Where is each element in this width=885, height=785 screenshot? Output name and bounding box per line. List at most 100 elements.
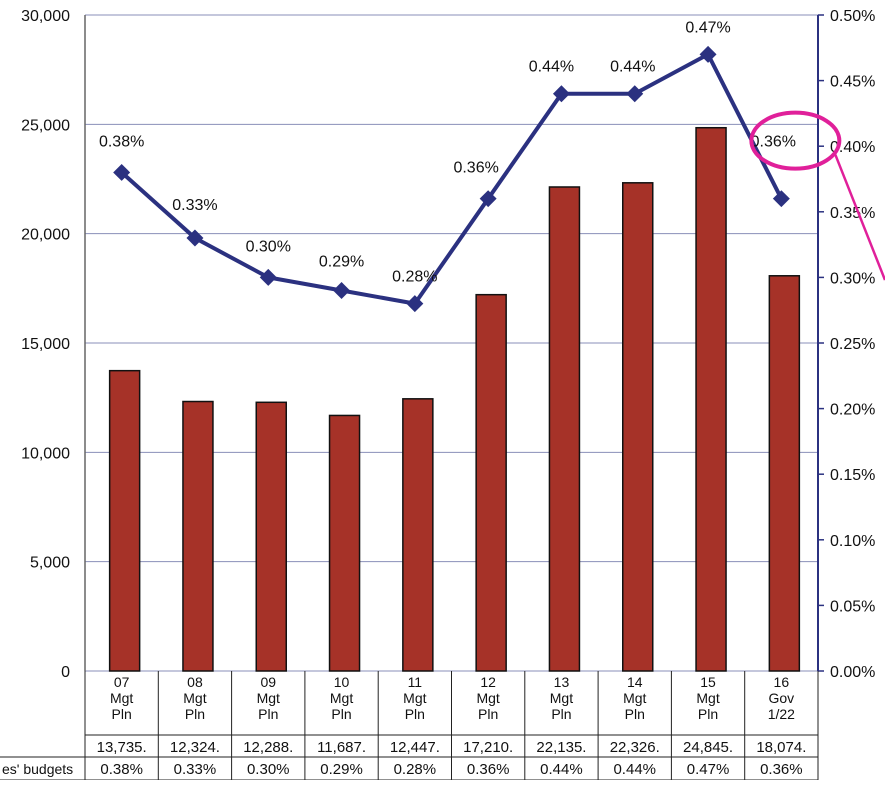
table-cell: 12,288. — [243, 739, 293, 756]
category-label: Pln — [698, 706, 718, 722]
y-left-tick-label: 0 — [61, 664, 70, 681]
table-cell: 22,326. — [610, 739, 660, 756]
category-label: Pln — [625, 706, 645, 722]
table-cell: 24,845. — [683, 739, 733, 756]
table-cell: 0.29% — [320, 761, 363, 778]
category-label: Mgt — [550, 690, 573, 706]
line-series — [120, 52, 784, 306]
y-right-tick-label: 0.10% — [830, 533, 875, 550]
table-cell: 12,447. — [390, 739, 440, 756]
category-label: Mgt — [403, 690, 426, 706]
category-label: Pln — [478, 706, 498, 722]
table-cell: 0.33% — [174, 761, 217, 778]
y-left-tick-label: 30,000 — [21, 8, 70, 25]
y-right-tick-label: 0.20% — [830, 402, 875, 419]
y-right-tick-label: 0.25% — [830, 336, 875, 353]
category-label: Mgt — [476, 690, 499, 706]
bar — [182, 400, 214, 672]
category-label: Mgt — [330, 690, 353, 706]
table-cell: 17,210. — [463, 739, 513, 756]
table-cell: 12,324. — [170, 739, 220, 756]
bar — [548, 186, 581, 672]
y-left-tick-label: 25,000 — [21, 117, 70, 134]
y-left-tick-label: 20,000 — [21, 227, 70, 244]
bar — [695, 126, 727, 672]
bar — [622, 182, 654, 672]
table-cell: 13,735. — [97, 739, 147, 756]
line-point — [772, 190, 790, 208]
table-cell: 0.38% — [100, 761, 143, 778]
category-label: Gov — [769, 690, 795, 706]
bar — [768, 275, 801, 672]
category-label: 12 — [480, 674, 496, 690]
line-point — [333, 282, 351, 300]
y-left-tick-label: 15,000 — [21, 336, 70, 353]
line-point — [626, 85, 644, 103]
y-right-tick-label: 0.40% — [830, 139, 875, 156]
data-label: 0.33% — [172, 197, 217, 214]
table-cell: 0.30% — [247, 761, 290, 778]
category-label: 14 — [627, 674, 643, 690]
category-label: Pln — [405, 706, 425, 722]
table-cell: 22,135. — [536, 739, 586, 756]
category-label: 07 — [114, 674, 130, 690]
y-left-tick-label: 10,000 — [21, 445, 70, 462]
highlight-pointer — [834, 154, 885, 281]
bar — [328, 414, 361, 672]
y-right-tick-label: 0.45% — [830, 74, 875, 91]
data-label: 0.36% — [751, 134, 796, 151]
category-label: Pln — [331, 706, 351, 722]
table-cell: 18,074. — [756, 739, 806, 756]
table-cell: 0.47% — [687, 761, 730, 778]
category-label: 09 — [260, 674, 276, 690]
category-label: Pln — [258, 706, 278, 722]
category-label: Mgt — [696, 690, 719, 706]
bar — [108, 369, 141, 672]
data-label: 0.30% — [246, 238, 291, 255]
category-label: Mgt — [623, 690, 646, 706]
category-label: Mgt — [257, 690, 280, 706]
y-right-tick-label: 0.30% — [830, 270, 875, 287]
data-label: 0.36% — [453, 160, 498, 177]
category-label: 15 — [700, 674, 716, 690]
line-point — [406, 295, 424, 313]
y-right-tick-label: 0.05% — [830, 598, 875, 615]
category-label: Pln — [112, 706, 132, 722]
data-label: 0.44% — [529, 59, 574, 76]
bar — [402, 398, 434, 672]
table-cell: 0.36% — [467, 761, 510, 778]
data-label: 0.44% — [610, 59, 655, 76]
data-label: 0.47% — [685, 19, 730, 36]
category-label: 13 — [554, 674, 570, 690]
line-point — [552, 85, 570, 103]
table-cell: 0.36% — [760, 761, 803, 778]
table-cell: 11,687. — [317, 739, 366, 756]
bar — [475, 293, 507, 672]
y-right-tick-label: 0.15% — [830, 467, 875, 484]
y-right-tick-label: 0.35% — [830, 205, 875, 222]
table-row-label: es' budgets — [2, 761, 73, 777]
data-label: 0.29% — [319, 254, 364, 271]
table-cell: 0.28% — [394, 761, 437, 778]
bar — [255, 401, 287, 672]
category-label: Pln — [551, 706, 571, 722]
data-label: 0.28% — [392, 269, 437, 286]
category-label: Pln — [185, 706, 205, 722]
y-right-tick-label: 0.50% — [830, 8, 875, 25]
line-point — [113, 163, 131, 181]
table-cell: 0.44% — [540, 761, 583, 778]
y-right-tick-label: 0.00% — [830, 664, 875, 681]
category-label: 11 — [408, 674, 423, 690]
line-point — [699, 45, 717, 63]
category-label: 10 — [334, 674, 350, 690]
category-label: Mgt — [183, 690, 206, 706]
category-label: 08 — [187, 674, 203, 690]
y-left-tick-label: 5,000 — [30, 555, 70, 572]
category-label: 16 — [774, 674, 790, 690]
category-label: 1/22 — [768, 706, 795, 722]
line-point — [259, 268, 277, 286]
data-label: 0.38% — [99, 133, 144, 150]
line-point — [479, 190, 497, 208]
